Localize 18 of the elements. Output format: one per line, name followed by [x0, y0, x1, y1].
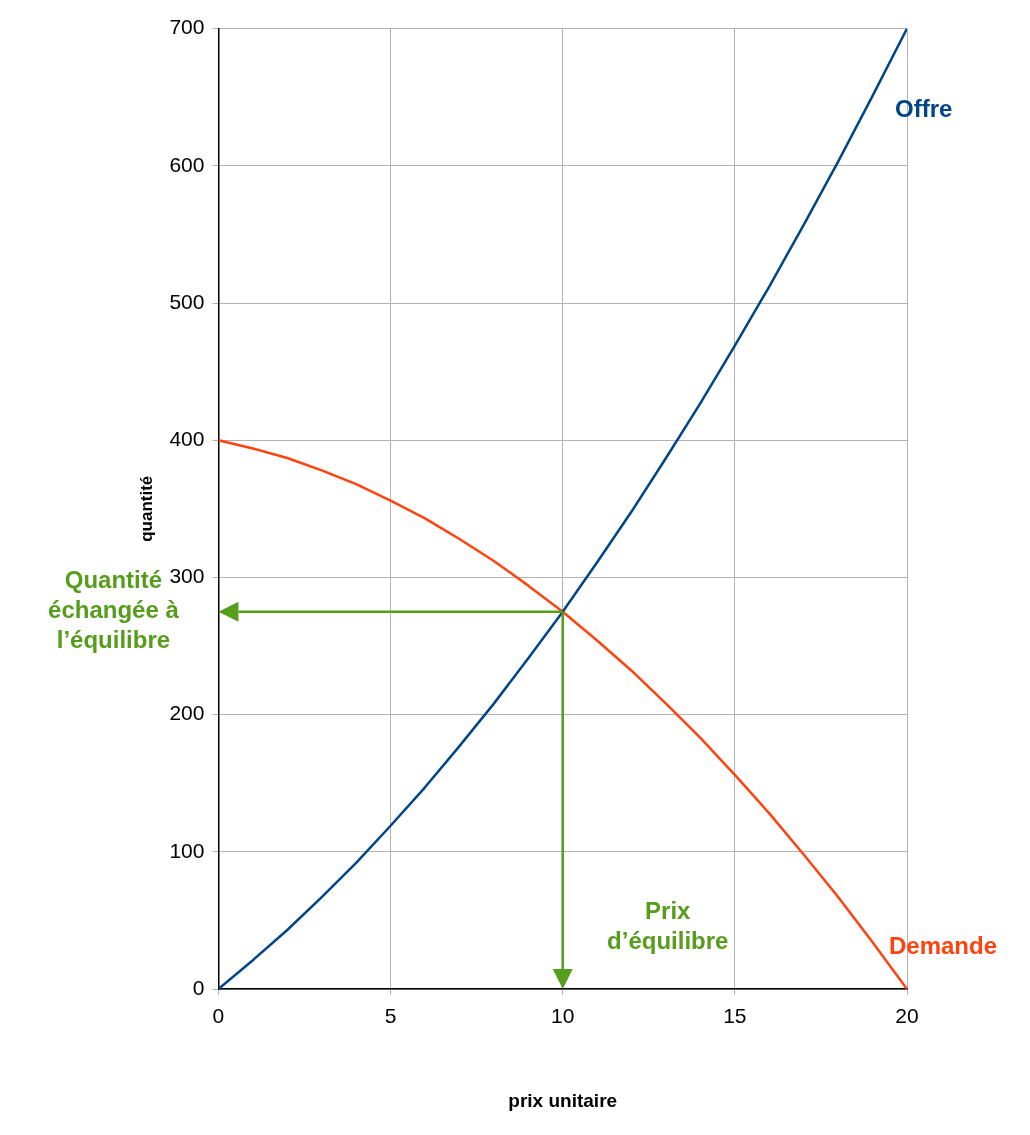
x-tick-label: 0	[212, 1004, 225, 1028]
y-tick-label: 400	[169, 427, 205, 450]
y-tick-label: 300	[169, 564, 205, 588]
x-tick-label: 5	[384, 1004, 397, 1028]
x-tick-label: 15	[723, 1004, 747, 1028]
series-label: Offre	[895, 95, 953, 123]
y-tick-label: 700	[169, 15, 205, 39]
x-tick-label: 20	[895, 1004, 919, 1028]
y-tick-label: 0	[192, 975, 205, 999]
x-tick-label: 10	[551, 1004, 575, 1028]
annotation: Prix d’équilibre	[607, 896, 729, 954]
y-tick-label: 600	[169, 152, 205, 176]
x-axis-title: prix unitaire	[508, 1089, 618, 1111]
y-tick-label: 500	[169, 289, 205, 313]
y-tick-label: 200	[169, 701, 205, 725]
series-label: Demande	[889, 931, 998, 959]
y-axis-title: quantité	[136, 475, 156, 542]
y-tick-label: 100	[169, 838, 205, 862]
